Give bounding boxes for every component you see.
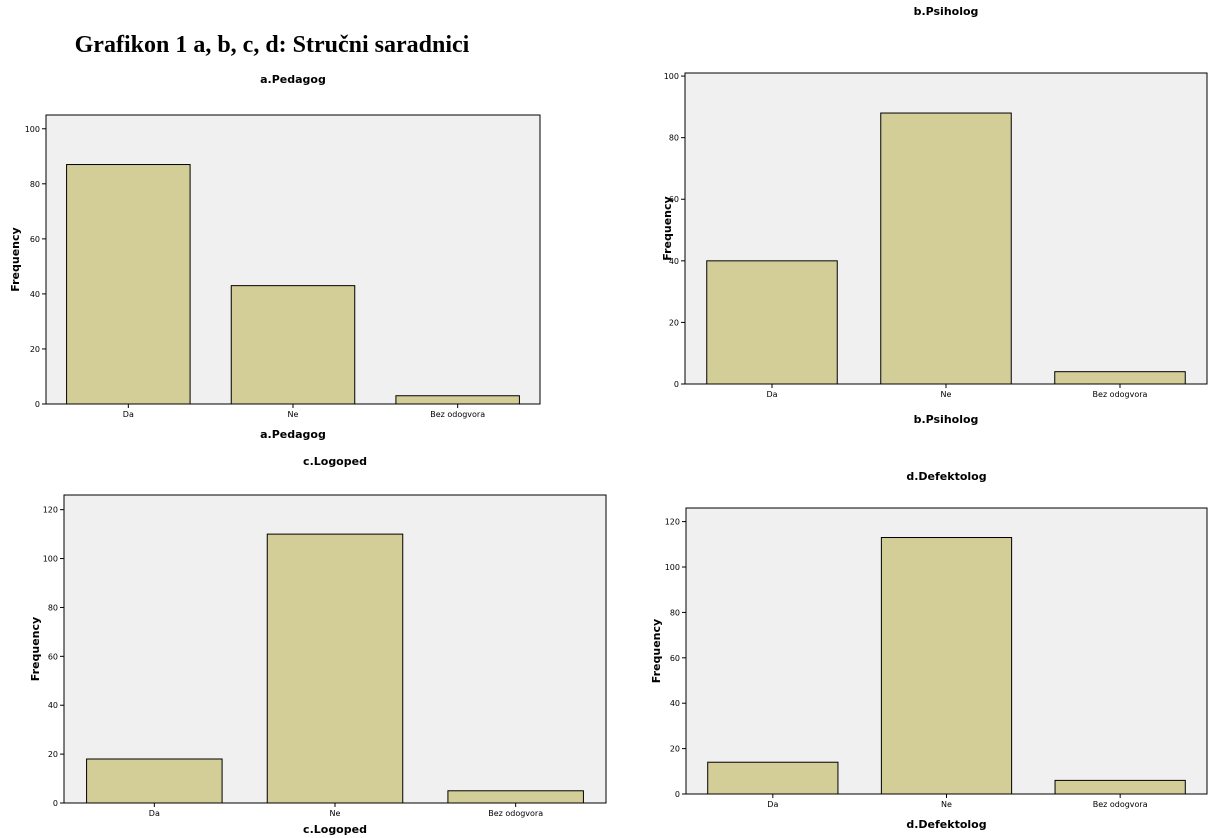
bar-bez-odogvora <box>447 790 584 804</box>
x-axis-label: b.Psiholog <box>914 413 979 426</box>
bar-ne <box>880 112 1012 385</box>
x-tick-label: Bez odogvora <box>430 410 485 419</box>
chart-title: a.Pedagog <box>260 73 326 86</box>
y-tick-label: 80 <box>670 608 680 617</box>
y-tick-label: 0 <box>675 790 680 799</box>
y-tick-label: 60 <box>30 235 40 244</box>
x-tick-label: Da <box>766 390 777 399</box>
bar-bez-odogvora <box>1054 779 1186 795</box>
y-tick-label: 120 <box>665 518 680 527</box>
y-tick-label: 20 <box>30 345 40 354</box>
y-tick-label: 120 <box>43 506 58 515</box>
y-tick-label: 60 <box>48 652 58 661</box>
y-axis-label: Frequency <box>650 619 663 683</box>
y-tick-label: 100 <box>665 563 680 572</box>
x-axis-label: c.Logoped <box>303 823 367 836</box>
y-tick-label: 0 <box>35 400 40 409</box>
y-tick-label: 40 <box>669 257 679 266</box>
chart-2: b.Psiholog b.Psiholog Frequency 0 20 40 60 80 10… <box>661 5 1208 426</box>
y-tick-label: 100 <box>664 72 679 81</box>
y-tick-label: 60 <box>670 654 680 663</box>
y-tick-label: 40 <box>30 290 40 299</box>
x-tick-label: Bez odogvora <box>1093 390 1148 399</box>
x-tick-label: Da <box>123 410 134 419</box>
x-tick-label: Ne <box>330 809 341 818</box>
x-tick-label: Da <box>767 800 778 809</box>
y-tick-label: 100 <box>25 125 40 134</box>
chart-3: c.Logoped c.Logoped Frequency 0 20 40 60 80 100 1… <box>29 455 607 836</box>
chart-4: d.Defektolog d.Defektolog Frequency 0 20 40 60… <box>650 470 1208 831</box>
bar-da <box>706 260 838 385</box>
y-tick-label: 60 <box>669 195 679 204</box>
bar-da <box>707 761 839 795</box>
bar-da <box>86 758 223 804</box>
bar-bez-odogvora <box>395 395 520 405</box>
bar-da <box>66 164 191 405</box>
y-tick-label: 0 <box>674 380 679 389</box>
bar-ne <box>230 285 356 405</box>
y-tick-label: 40 <box>670 699 680 708</box>
y-tick-label: 80 <box>669 134 679 143</box>
figure-title: Grafikon 1 a, b, c, d: Stručni saradnici <box>75 32 470 58</box>
chart-title: b.Psiholog <box>914 5 979 18</box>
x-tick-label: Bez odogvora <box>488 809 543 818</box>
x-tick-label: Bez odogvora <box>1093 800 1148 809</box>
y-axis-label: Frequency <box>29 617 42 681</box>
y-tick-label: 0 <box>53 799 58 808</box>
bar-ne <box>266 533 404 804</box>
x-tick-label: Ne <box>941 800 952 809</box>
y-tick-label: 20 <box>48 750 58 759</box>
y-axis-label: Frequency <box>9 227 22 291</box>
x-tick-label: Ne <box>941 390 952 399</box>
y-axis-label: Frequency <box>661 196 674 260</box>
y-tick-label: 80 <box>48 603 58 612</box>
bar-bez-odogvora <box>1054 371 1186 385</box>
y-tick-label: 20 <box>669 318 679 327</box>
y-tick-label: 100 <box>43 555 58 564</box>
x-axis-label: a.Pedagog <box>260 428 326 441</box>
chart-1: a.Pedagog a.Pedagog Frequency 0 20 40 60 80 100 D… <box>9 73 541 441</box>
y-tick-label: 20 <box>670 745 680 754</box>
bar-ne <box>880 537 1013 795</box>
y-tick-label: 40 <box>48 701 58 710</box>
chart-title: c.Logoped <box>303 455 367 468</box>
y-tick-label: 80 <box>30 180 40 189</box>
x-axis-label: d.Defektolog <box>906 818 986 831</box>
chart-title: d.Defektolog <box>906 470 986 483</box>
x-tick-label: Da <box>149 809 160 818</box>
x-tick-label: Ne <box>288 410 299 419</box>
